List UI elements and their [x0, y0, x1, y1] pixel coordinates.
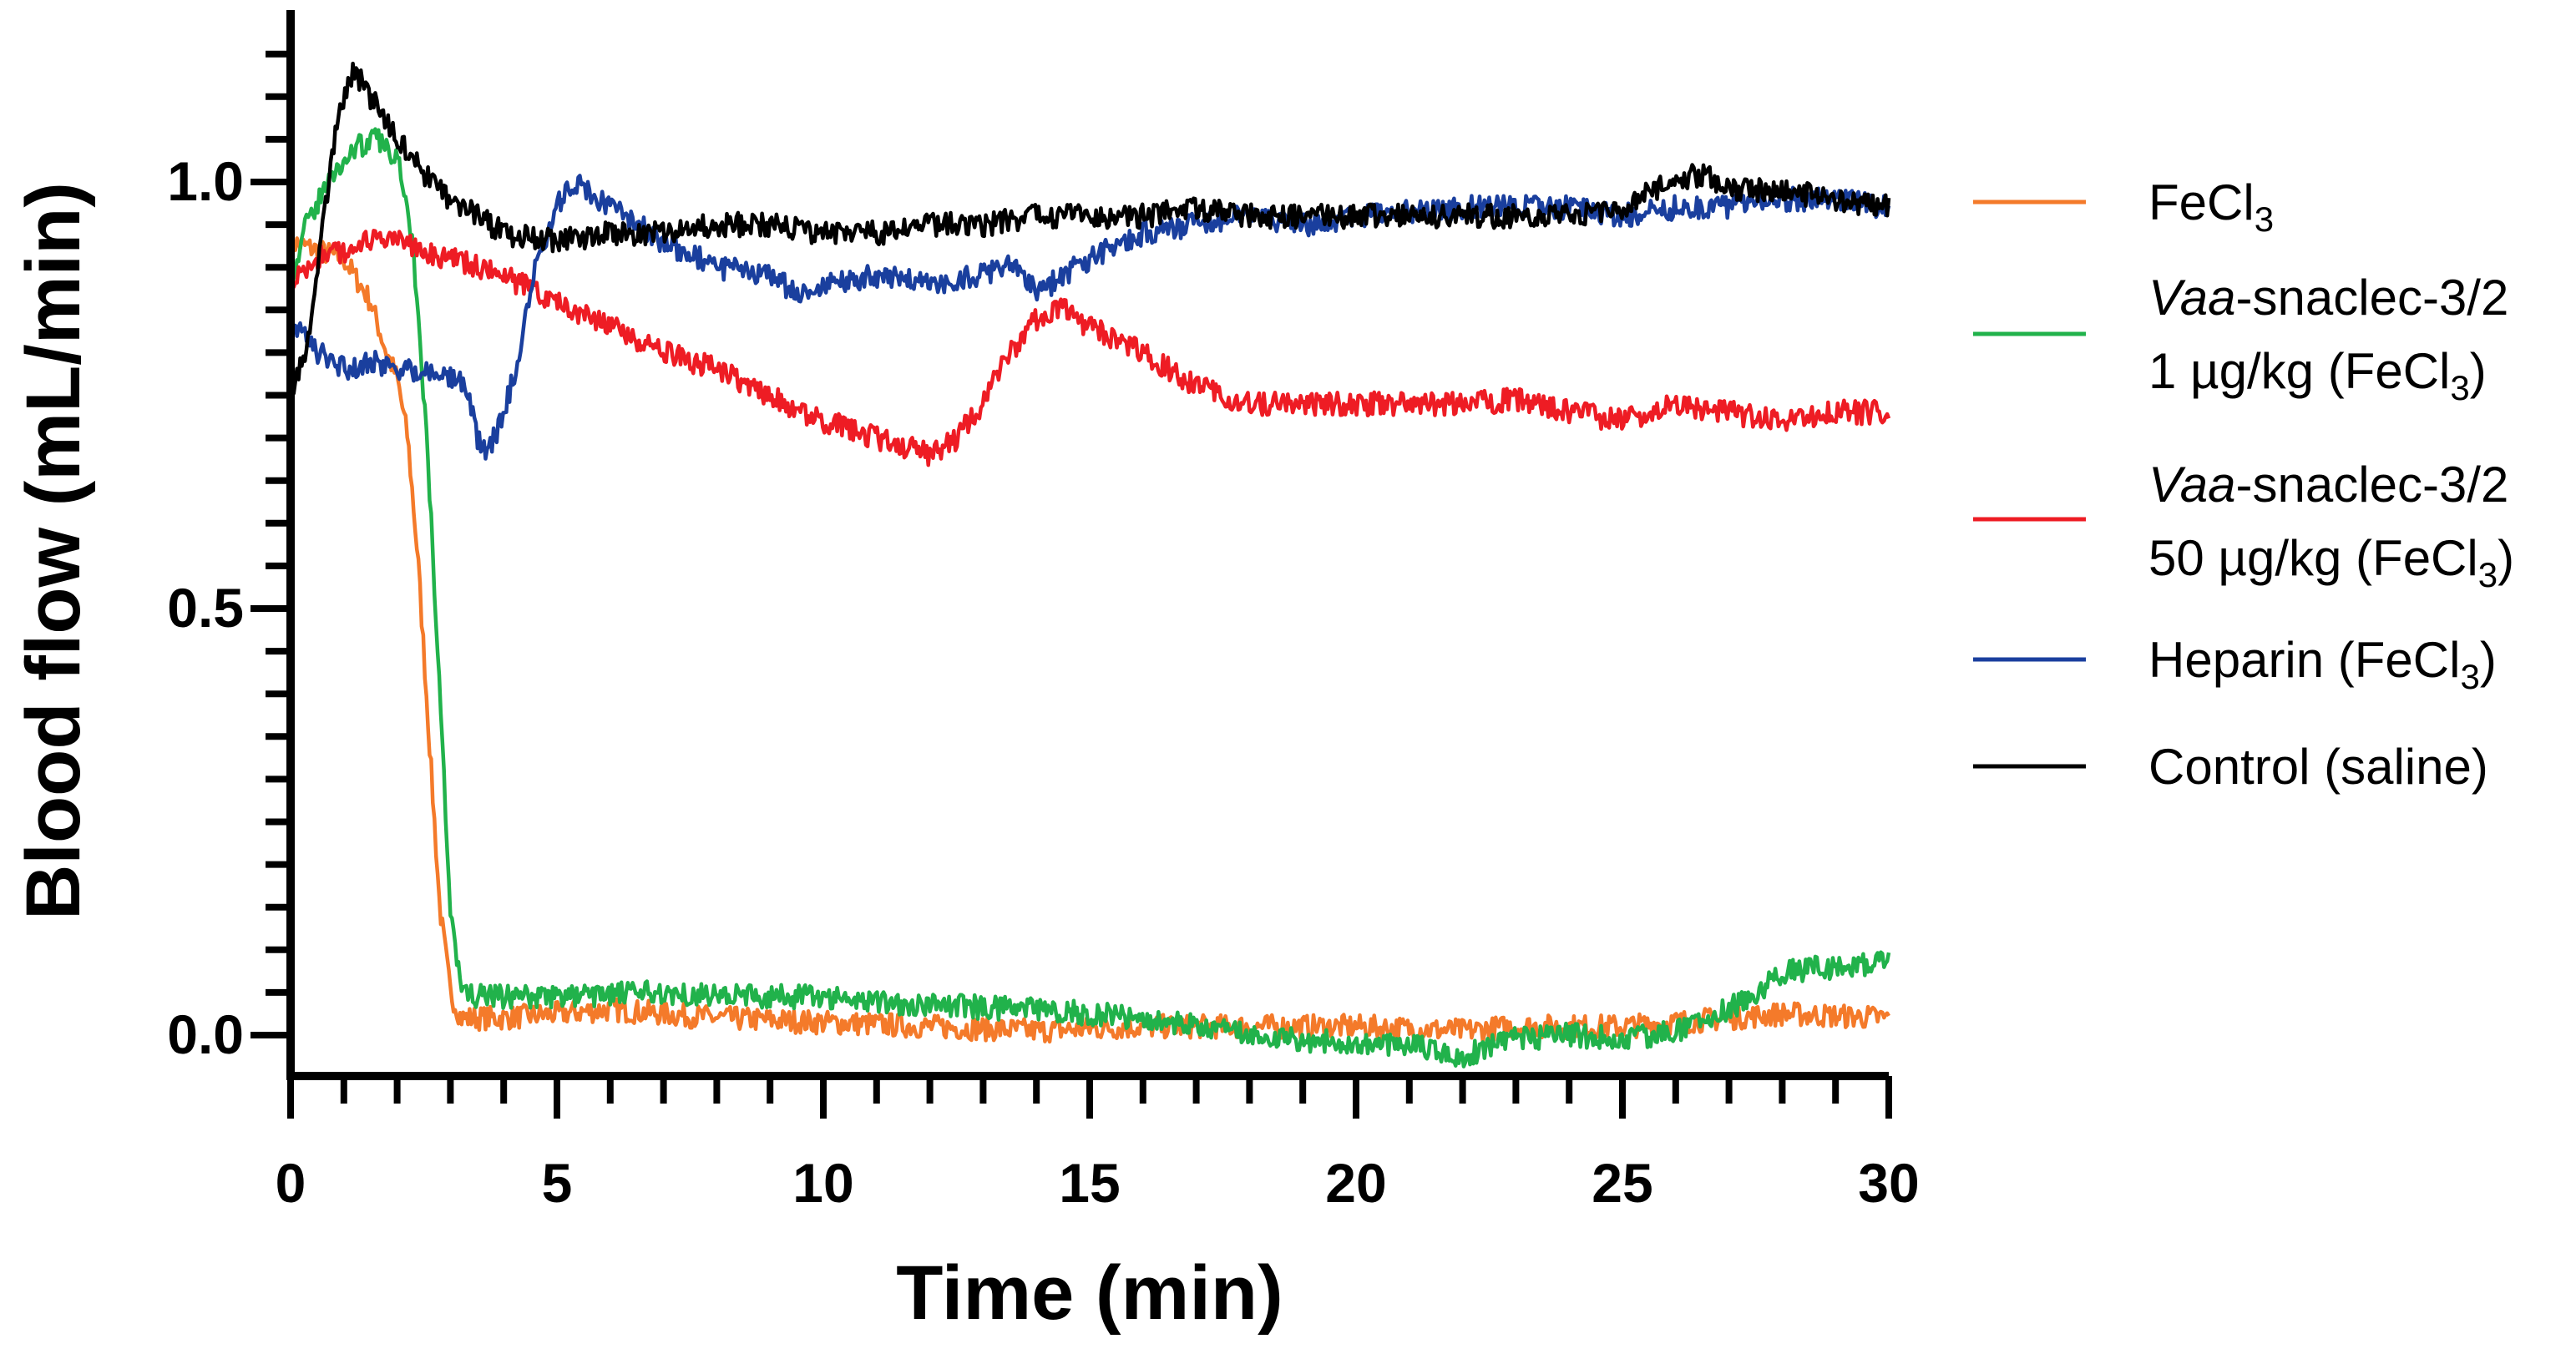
y-tick-label: 0.0: [167, 1003, 244, 1065]
legend-label-control: Control (saline): [2148, 739, 2488, 795]
x-ticks: [287, 1076, 1892, 1119]
x-tick-label: 25: [1592, 1152, 1652, 1214]
x-tick-label: 30: [1858, 1152, 1919, 1214]
legend-item-vaa-1ug: Vaa-snaclec-3/2 1 µg/kg (FeCl3): [1973, 270, 2508, 407]
y-tick-label: 0.5: [167, 577, 244, 639]
legend-item-heparin: Heparin (FeCl3): [1973, 632, 2497, 696]
legend-label-vaa-1ug-line1: Vaa-snaclec-3/2: [2148, 270, 2508, 326]
x-tick-label: 5: [542, 1152, 573, 1214]
x-tick-label: 10: [792, 1152, 853, 1214]
x-tick-label: 15: [1059, 1152, 1120, 1214]
x-tick-label: 20: [1325, 1152, 1386, 1214]
legend-label-vaa-50ug-line1: Vaa-snaclec-3/2: [2148, 457, 2508, 513]
x-axis-title: Time (min): [896, 1250, 1283, 1336]
series-line-1: [288, 127, 1891, 1069]
legend-label-vaa-1ug-line2: 1 µg/kg (FeCl3): [2148, 343, 2487, 407]
series-line-0: [288, 230, 1890, 1044]
series-line-2: [288, 229, 1891, 467]
legend-label-fecl3: FeCl3: [2148, 174, 2274, 239]
legend: FeCl3 Vaa-snaclec-3/2 1 µg/kg (FeCl3) Va…: [1973, 174, 2514, 795]
series-layer: [288, 61, 1891, 1069]
legend-item-fecl3: FeCl3: [1973, 174, 2274, 239]
legend-label-heparin: Heparin (FeCl3): [2148, 632, 2497, 696]
legend-item-control: Control (saline): [1973, 739, 2488, 795]
series-line-4: [288, 61, 1891, 407]
legend-item-vaa-50ug: Vaa-snaclec-3/2 50 µg/kg (FeCl3): [1973, 457, 2514, 594]
y-axis-title: Blood flow (mL/min): [11, 182, 96, 920]
y-ticks: [251, 50, 291, 1038]
legend-label-vaa-50ug-line2: 50 µg/kg (FeCl3): [2148, 530, 2514, 594]
y-tick-label: 1.0: [167, 150, 244, 212]
x-tick-label: 0: [276, 1152, 306, 1214]
